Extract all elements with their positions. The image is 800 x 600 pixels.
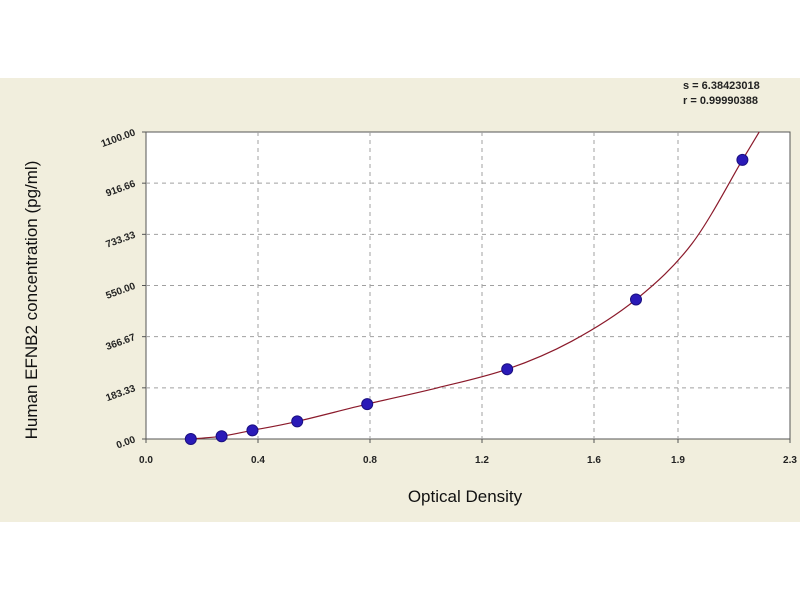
data-points [184,153,749,445]
fit-stat-s: s = 6.38423018 [683,80,760,92]
x-axis-ticks: 0.0 0.4 0.8 1.2 1.6 1.9 2.3 [139,439,797,466]
x-tick-label: 0.8 [363,455,377,466]
data-point [501,363,514,376]
x-axis-title: Optical Density [408,487,523,506]
data-point [736,153,749,166]
fit-stat-r: r = 0.99990388 [683,95,758,107]
data-point [291,415,304,428]
x-tick-label: 2.3 [783,455,797,466]
y-tick-label: 366.67 [105,332,138,353]
y-tick-label: 916.66 [105,179,138,200]
data-point [361,398,374,411]
y-axis-title: Human EFNB2 concentration (pg/ml) [22,161,41,440]
data-point [630,293,642,306]
data-point [215,430,228,443]
grid-lines [146,132,790,439]
x-tick-label: 0.0 [139,455,153,466]
y-tick-label: 0.00 [115,434,137,451]
y-tick-label: 733.33 [105,230,138,251]
x-tick-label: 0.4 [251,455,265,466]
y-tick-label: 1100.00 [100,127,138,150]
data-point [184,433,197,445]
y-tick-label: 183.33 [105,383,138,404]
y-axis-ticks: 0.00 183.33 366.67 550.00 733.33 916.66 1100.0… [100,127,146,451]
x-tick-label: 1.9 [671,455,685,466]
data-point [246,424,259,437]
x-tick-label: 1.6 [587,455,601,466]
y-tick-label: 550.00 [105,281,138,302]
x-tick-label: 1.2 [475,455,489,466]
